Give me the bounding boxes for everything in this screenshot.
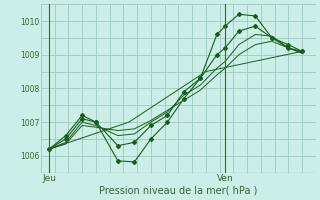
X-axis label: Pression niveau de la mer( hPa ): Pression niveau de la mer( hPa )	[99, 186, 258, 196]
